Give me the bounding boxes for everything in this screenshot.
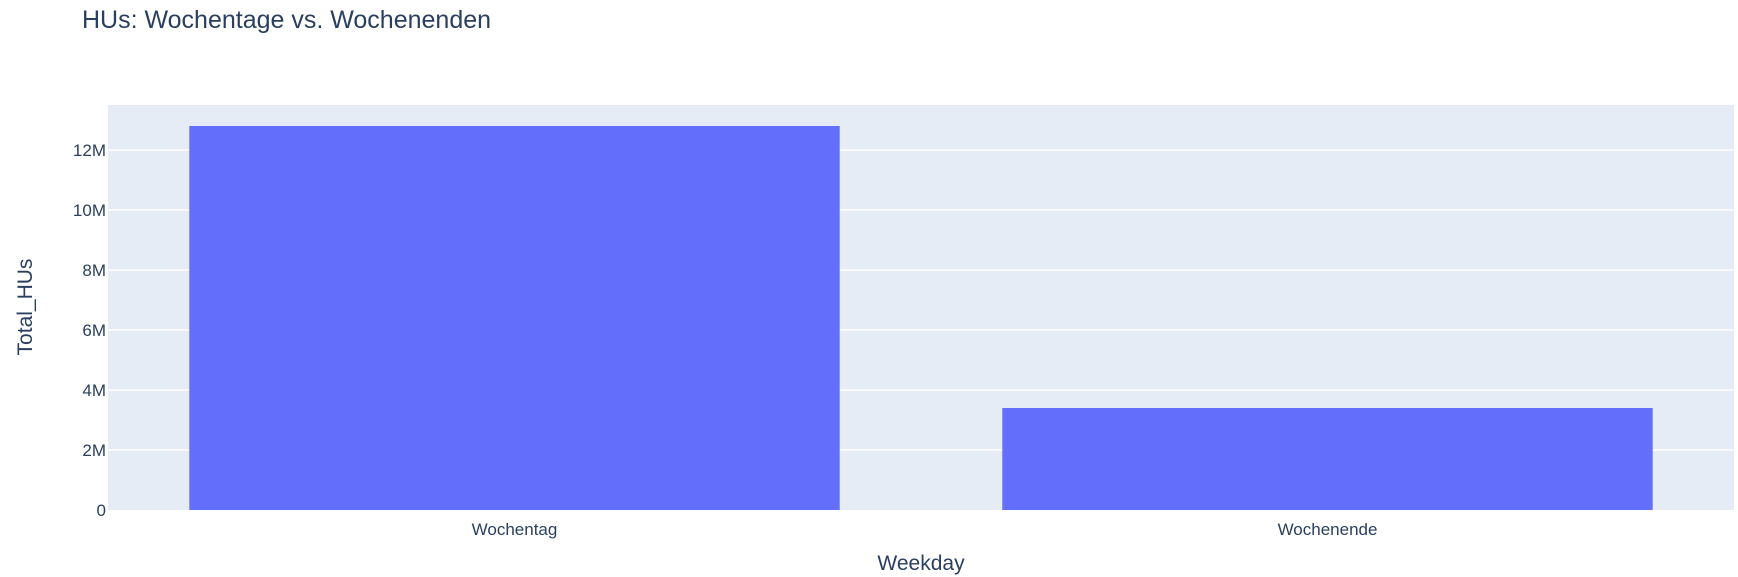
bar-wochentag xyxy=(189,126,840,510)
y-tick-label: 8M xyxy=(82,261,106,280)
y-tick-label: 12M xyxy=(73,141,106,160)
bar-wochenende xyxy=(1002,408,1653,510)
y-tick-label: 0 xyxy=(97,501,106,520)
chart-title: HUs: Wochentage vs. Wochenenden xyxy=(82,6,491,34)
y-axis-ticks: 0 2M 4M 6M 8M 10M 12M xyxy=(73,141,106,520)
bars xyxy=(189,126,1653,510)
y-axis-title: Total_HUs xyxy=(14,259,37,356)
x-axis-ticks: Wochentag Wochenende xyxy=(472,520,1378,539)
x-axis-title: Weekday xyxy=(877,552,965,575)
y-tick-label: 6M xyxy=(82,321,106,340)
x-tick-label: Wochentag xyxy=(472,520,558,539)
x-tick-label: Wochenende xyxy=(1278,520,1378,539)
y-tick-label: 10M xyxy=(73,201,106,220)
y-tick-label: 2M xyxy=(82,441,106,460)
y-tick-label: 4M xyxy=(82,381,106,400)
